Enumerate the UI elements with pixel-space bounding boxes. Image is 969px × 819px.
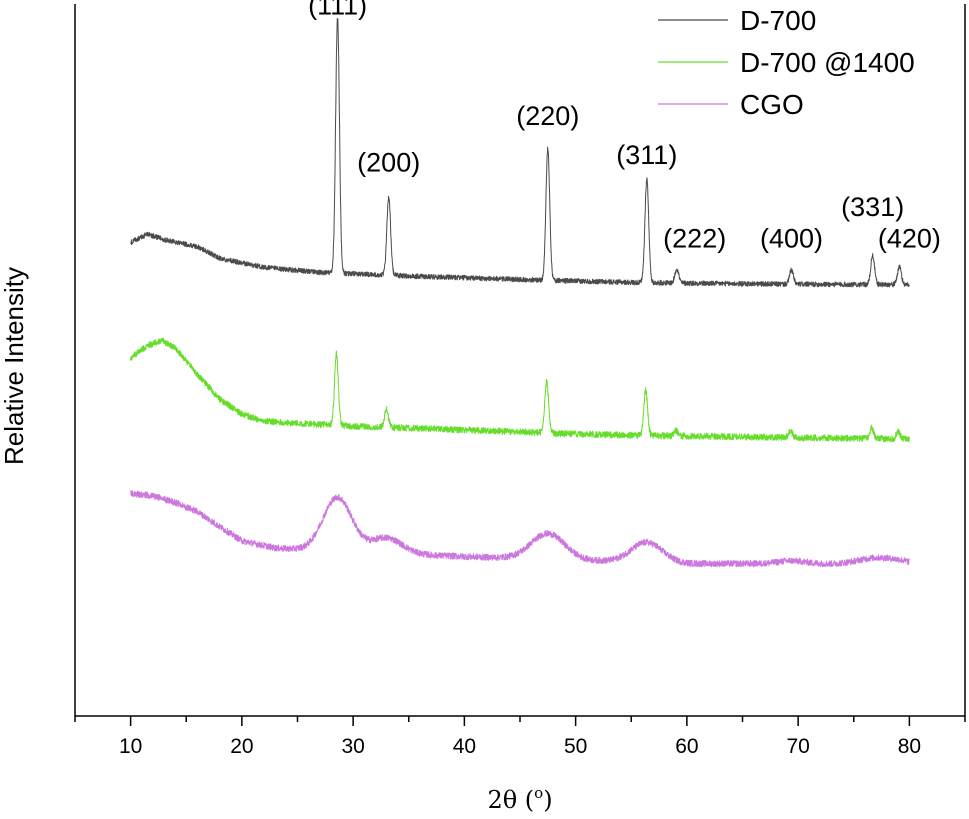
y-axis-label: Relative Intensity [0, 267, 29, 465]
series-line-3 [131, 491, 910, 567]
x-tick-label-70: 70 [786, 735, 809, 758]
peak-label-3: (220) [516, 101, 579, 131]
legend-label-3: CGO [740, 89, 804, 120]
x-axis-label-main: 2θ ( [487, 786, 534, 814]
x-tick-label-40: 40 [453, 735, 476, 758]
x-axis-label: 2θ (o) [487, 784, 552, 814]
series-line-2 [131, 338, 910, 442]
x-tick-label-20: 20 [230, 735, 253, 758]
peak-label-1: (111) [308, 0, 367, 21]
legend: D-700 D-700 @1400 CGO [658, 5, 915, 120]
peak-label-7: (331) [841, 192, 904, 222]
peak-label-8: (420) [878, 224, 941, 254]
legend-label-1: D-700 [740, 5, 816, 36]
peak-label-4: (311) [616, 140, 677, 170]
x-tick-label-50: 50 [564, 735, 587, 758]
x-tick-label-30: 30 [341, 735, 364, 758]
x-tick-label-10: 10 [119, 735, 142, 758]
x-axis-label-close: ) [543, 786, 552, 814]
peak-label-6: (400) [760, 224, 823, 254]
legend-label-2: D-700 @1400 [740, 47, 915, 78]
peak-label-2: (200) [357, 147, 420, 177]
peak-label-5: (222) [663, 224, 726, 254]
x-ticks: 10 20 30 40 50 60 70 80 [75, 716, 965, 758]
annotation-layer: (111) (200) (220) (311) (222) (400) (331)(420) [308, 0, 941, 254]
x-axis-label-unit: o [534, 784, 543, 802]
x-tick-label-60: 60 [675, 735, 698, 758]
x-tick-label-80: 80 [898, 735, 921, 758]
